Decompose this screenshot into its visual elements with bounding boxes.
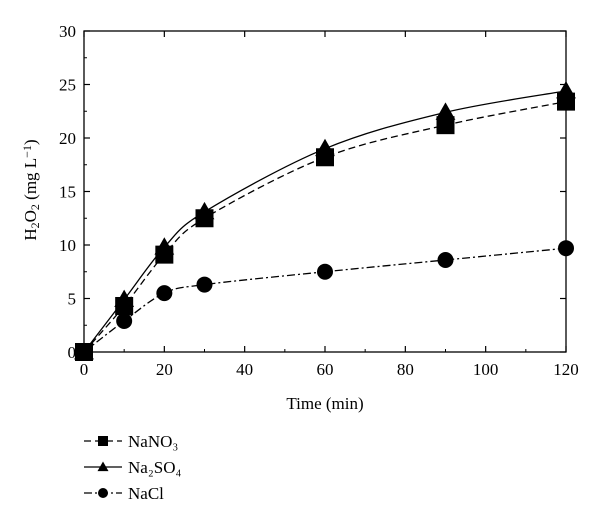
y-tick-label: 0	[68, 343, 77, 362]
x-tick-label: 20	[156, 360, 173, 379]
plot-border	[83, 30, 567, 353]
data-point	[116, 312, 133, 329]
data-point	[436, 116, 455, 135]
series-markers	[74, 81, 576, 361]
legend-label: NaNO₃	[128, 432, 178, 451]
y-tick-label: 15	[59, 183, 76, 202]
series-curves	[83, 90, 567, 353]
data-point	[316, 148, 334, 167]
data-point	[115, 296, 134, 315]
data-point	[155, 245, 174, 264]
y-axis-title-part: 2	[28, 204, 42, 210]
y-tick-label: 30	[59, 22, 76, 41]
y-tick-label: 25	[59, 76, 76, 95]
legend-label: Na₂SO₄	[128, 458, 181, 477]
data-point	[156, 285, 173, 302]
legend-label: NaCl	[128, 484, 164, 503]
y-axis-title-part: )	[21, 139, 40, 145]
x-tick-label: 80	[397, 360, 414, 379]
legend-marker	[97, 461, 109, 472]
x-axis-title: Time (min)	[286, 394, 363, 413]
data-point	[75, 343, 93, 361]
y-axis-title-part: O	[21, 210, 40, 222]
x-tick-label: 40	[236, 360, 253, 379]
y-tick-label: 10	[59, 236, 76, 255]
y-axis: 0 5 10 15 20 25 30	[59, 22, 566, 362]
x-tick-label: 0	[80, 360, 89, 379]
plot-frame	[83, 30, 567, 353]
y-axis-title-part: H	[21, 228, 40, 240]
data-point	[435, 102, 456, 120]
data-point	[557, 92, 575, 111]
x-axis: 0 20 40 60 80 100 120	[80, 31, 579, 379]
data-point	[195, 209, 214, 228]
data-point	[558, 240, 574, 257]
x-tick-label: 100	[473, 360, 499, 379]
y-axis-title-part: 2	[28, 222, 42, 228]
data-point	[317, 263, 333, 280]
y-axis-title: H2O2 (mg L−1)	[20, 139, 42, 240]
y-tick-label: 5	[68, 290, 77, 309]
legend-marker	[98, 488, 108, 498]
data-point	[196, 276, 213, 293]
y-axis-title-part: −1	[20, 145, 34, 158]
legend: NaNO₃ Na₂SO₄ NaCl	[84, 432, 181, 503]
y-axis-title-part: (mg L	[21, 158, 40, 204]
legend-marker	[98, 436, 108, 446]
x-tick-label: 60	[317, 360, 334, 379]
series-line	[83, 90, 567, 353]
x-tick-label: 120	[553, 360, 579, 379]
data-point	[437, 251, 454, 268]
y-tick-label: 20	[59, 129, 76, 148]
